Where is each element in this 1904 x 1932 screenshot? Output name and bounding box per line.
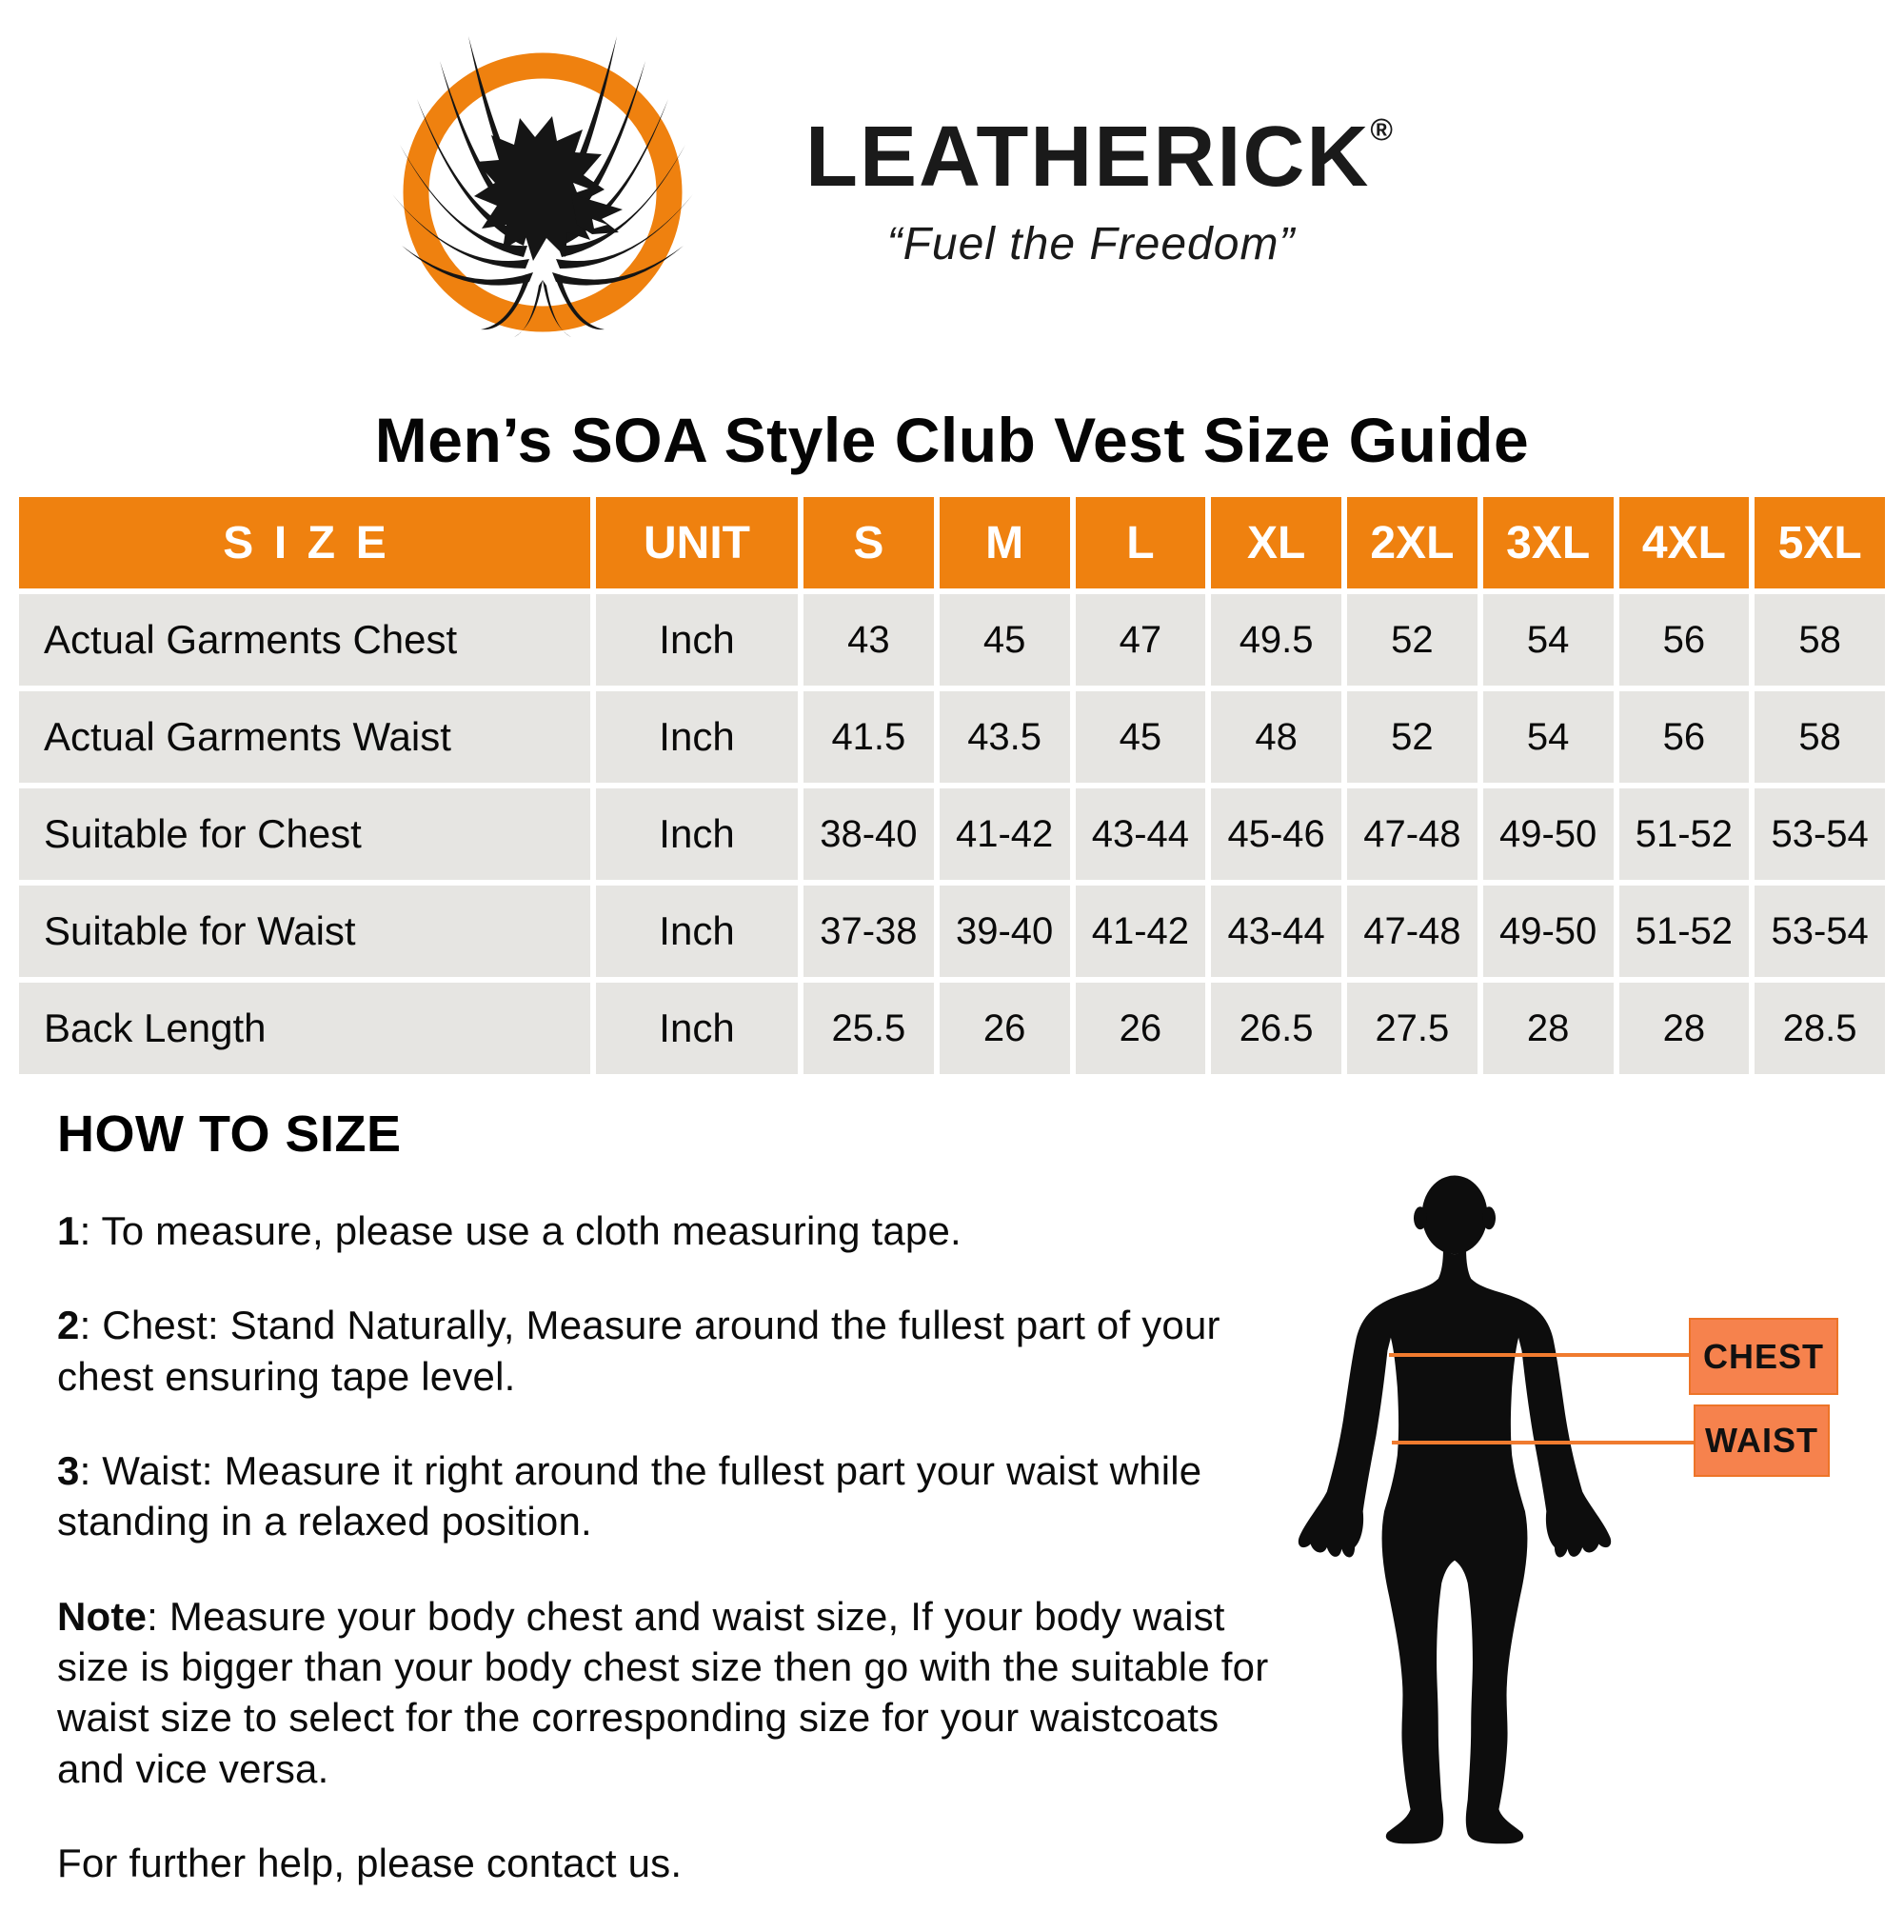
cell-value: 47-48 <box>1347 886 1478 977</box>
row-label: Suitable for Chest <box>19 788 590 880</box>
step-1: 1: To measure, please use a cloth measur… <box>57 1208 962 1253</box>
cell-value: 53-54 <box>1755 886 1885 977</box>
brand-name: LEATHERICK® <box>805 110 1393 205</box>
row-unit: Inch <box>596 594 798 686</box>
cell-value: 25.5 <box>803 983 934 1074</box>
row-label: Actual Garments Chest <box>19 594 590 686</box>
cell-value: 26 <box>939 983 1070 1074</box>
col-header-s: S <box>803 497 934 588</box>
row-unit: Inch <box>596 886 798 977</box>
cell-value: 49-50 <box>1482 886 1614 977</box>
cell-value: 43.5 <box>939 691 1070 783</box>
waist-measure-line <box>1392 1441 1694 1444</box>
cell-value: 48 <box>1211 691 1341 783</box>
cell-value: 54 <box>1482 594 1614 686</box>
col-header-size: SIZE <box>19 497 590 588</box>
cell-value: 49-50 <box>1482 788 1614 880</box>
cell-value: 52 <box>1347 691 1478 783</box>
row-label: Back Length <box>19 983 590 1074</box>
cell-value: 45 <box>939 594 1070 686</box>
note: Note: Measure your body chest and waist … <box>57 1593 1269 1791</box>
brand-block: LEATHERICK® “Fuel the Freedom” <box>805 110 1393 270</box>
cell-value: 45-46 <box>1211 788 1341 880</box>
cell-value: 47-48 <box>1347 788 1478 880</box>
cell-value: 45 <box>1075 691 1206 783</box>
cell-value: 41-42 <box>939 788 1070 880</box>
cell-value: 54 <box>1482 691 1614 783</box>
cell-value: 28 <box>1618 983 1750 1074</box>
cell-value: 26.5 <box>1211 983 1341 1074</box>
cell-value: 28.5 <box>1755 983 1885 1074</box>
cell-value: 43 <box>803 594 934 686</box>
cell-value: 43-44 <box>1211 886 1341 977</box>
col-header-l: L <box>1075 497 1206 588</box>
cell-value: 41-42 <box>1075 886 1206 977</box>
cell-value: 43-44 <box>1075 788 1206 880</box>
page-title: Men’s SOA Style Club Vest Size Guide <box>374 405 1530 475</box>
brand-tagline: “Fuel the Freedom” <box>886 218 1296 269</box>
cell-value: 28 <box>1482 983 1614 1074</box>
row-unit: Inch <box>596 983 798 1074</box>
how-to-size-heading: HOW TO SIZE <box>57 1105 402 1163</box>
waist-label: WAIST <box>1694 1404 1830 1477</box>
cell-value: 53-54 <box>1755 788 1885 880</box>
cell-value: 56 <box>1618 691 1750 783</box>
lion-head-icon <box>474 116 623 261</box>
step-3: 3: Waist: Measure it right around the fu… <box>57 1447 1202 1544</box>
contact-note: For further help, please contact us. <box>57 1840 683 1885</box>
cell-value: 47 <box>1075 594 1206 686</box>
chest-label: CHEST <box>1689 1318 1838 1395</box>
cell-value: 27.5 <box>1347 983 1478 1074</box>
cell-value: 52 <box>1347 594 1478 686</box>
cell-value: 39-40 <box>939 886 1070 977</box>
how-to-size-section: HOW TO SIZE 1: To measure, please use a … <box>57 1105 1314 1932</box>
row-unit: Inch <box>596 691 798 783</box>
col-header-4xl: 4XL <box>1618 497 1750 588</box>
chest-measure-line <box>1389 1353 1689 1357</box>
cell-value: 41.5 <box>803 691 934 783</box>
registered-mark: ® <box>1370 112 1393 147</box>
row-unit: Inch <box>596 788 798 880</box>
cell-value: 51-52 <box>1618 886 1750 977</box>
col-header-2xl: 2XL <box>1347 497 1478 588</box>
col-header-unit: UNIT <box>596 497 798 588</box>
col-header-3xl: 3XL <box>1482 497 1614 588</box>
cell-value: 51-52 <box>1618 788 1750 880</box>
cell-value: 56 <box>1618 594 1750 686</box>
row-label: Suitable for Waist <box>19 886 590 977</box>
size-table: SIZE UNIT S M L XL 2XL 3XL 4XL 5XL Actua… <box>19 497 1885 1074</box>
cell-value: 58 <box>1755 691 1885 783</box>
brand-logo-winged-lion-icon <box>392 36 693 337</box>
cell-value: 37-38 <box>803 886 934 977</box>
body-silhouette-icon <box>1298 1175 1612 1844</box>
col-header-m: M <box>939 497 1070 588</box>
cell-value: 26 <box>1075 983 1206 1074</box>
step-2: 2: Chest: Stand Naturally, Measure aroun… <box>57 1303 1220 1399</box>
col-header-5xl: 5XL <box>1755 497 1885 588</box>
cell-value: 38-40 <box>803 788 934 880</box>
col-header-xl: XL <box>1211 497 1341 588</box>
row-label: Actual Garments Waist <box>19 691 590 783</box>
cell-value: 49.5 <box>1211 594 1341 686</box>
cell-value: 58 <box>1755 594 1885 686</box>
